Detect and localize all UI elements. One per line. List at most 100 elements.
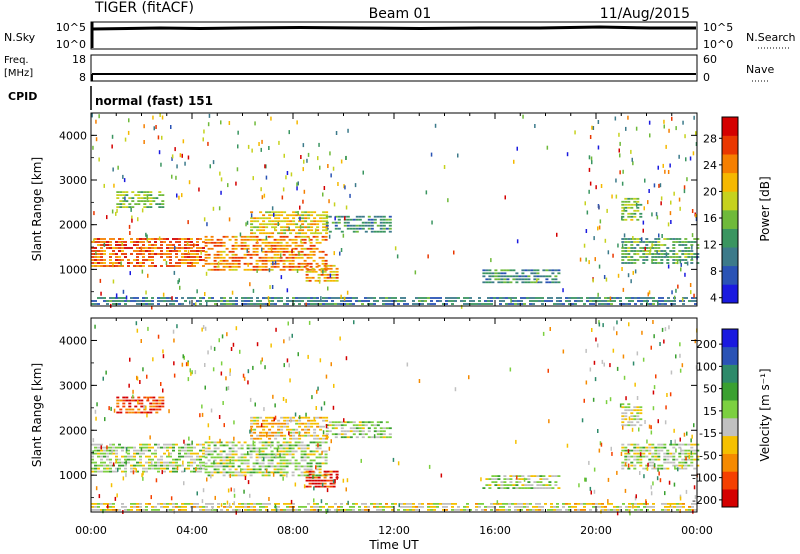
heatmap-cell (497, 281, 501, 284)
heatmap-cell (225, 471, 229, 474)
heatmap-cell (484, 506, 487, 508)
heatmap-cell (225, 253, 229, 256)
heatmap-cell (255, 468, 259, 471)
heatmap-cell (163, 241, 166, 243)
heatmap-cell (112, 297, 115, 299)
heatmap-cell (161, 203, 165, 205)
echo-point (187, 155, 190, 160)
heatmap-cell (216, 453, 220, 456)
heatmap-cell (308, 476, 312, 479)
heatmap-cell (322, 217, 326, 220)
heatmap-cell (283, 211, 287, 214)
heatmap-cell (109, 506, 112, 508)
heatmap-cell (538, 506, 541, 508)
echo-point (585, 477, 587, 482)
heatmap-cell (696, 458, 700, 461)
heatmap-cell (267, 250, 271, 253)
heatmap-cell (298, 303, 301, 305)
heatmap-cell (181, 256, 184, 258)
heatmap-cell (323, 470, 327, 473)
echo-point (283, 153, 285, 158)
heatmap-cell (207, 465, 211, 468)
heatmap-cell (216, 441, 220, 444)
heatmap-cell (261, 247, 265, 250)
heatmap-cell (109, 503, 112, 505)
echo-point (639, 452, 642, 457)
heatmap-cell (121, 265, 124, 267)
heatmap-cell (621, 238, 625, 240)
heatmap-cell (497, 275, 501, 278)
echo-point (593, 467, 596, 472)
echo-point (594, 377, 597, 382)
nave-label: Nave (746, 63, 774, 76)
heatmap-cell (213, 444, 217, 447)
heatmap-cell (231, 471, 235, 474)
heatmap-cell (589, 509, 592, 511)
heatmap-cell (298, 506, 301, 508)
echo-point (611, 194, 613, 199)
echo-point (332, 405, 335, 410)
echo-point (615, 178, 617, 183)
heatmap-cell (213, 465, 217, 468)
heatmap-cell (109, 509, 112, 511)
heatmap-cell (672, 464, 676, 467)
heatmap-cell (621, 443, 625, 446)
heatmap-cell (295, 431, 299, 434)
heatmap-cell (619, 303, 622, 305)
echo-point (140, 339, 142, 343)
heatmap-cell (323, 482, 327, 485)
heatmap-cell (148, 446, 151, 449)
heatmap-cell (633, 209, 637, 212)
heatmap-cell (169, 259, 172, 261)
heatmap-cell (116, 411, 120, 414)
heatmap-cell (160, 297, 163, 299)
heatmap-cell (216, 265, 220, 268)
heatmap-cell (91, 455, 94, 458)
heatmap-cell (121, 506, 124, 508)
echo-point (143, 140, 145, 144)
heatmap-cell (661, 303, 664, 305)
heatmap-cell (193, 259, 196, 261)
heatmap-cell (533, 269, 537, 272)
heatmap-cell (388, 221, 392, 224)
heatmap-cell (175, 262, 178, 264)
echo-point (589, 486, 592, 491)
echo-point (239, 232, 242, 237)
heatmap-cell (503, 484, 507, 486)
heatmap-cell (649, 506, 652, 508)
heatmap-cell (430, 503, 433, 505)
heatmap-cell (403, 300, 406, 302)
heatmap-cell (243, 256, 247, 259)
echo-point (619, 153, 621, 158)
heatmap-cell (199, 297, 202, 299)
heatmap-cell (518, 275, 522, 278)
heatmap-cell (112, 452, 115, 455)
heatmap-cell (237, 471, 241, 474)
heatmap-cell (214, 509, 217, 511)
heatmap-cell (306, 235, 310, 238)
heatmap-cell (250, 422, 254, 425)
heatmap-cell (149, 396, 153, 399)
heatmap-cell (250, 300, 253, 302)
heatmap-cell (94, 467, 97, 470)
heatmap-cell (109, 452, 112, 455)
heatmap-cell (657, 244, 661, 246)
heatmap-cell (155, 408, 159, 411)
heatmap-cell (346, 227, 350, 230)
heatmap-cell (583, 503, 586, 505)
heatmap-cell (259, 425, 263, 428)
heatmap-cell (536, 272, 540, 275)
heatmap-cell (282, 247, 286, 250)
heatmap-cell (169, 470, 172, 473)
heatmap-cell (94, 303, 97, 305)
heatmap-cell (289, 506, 292, 508)
heatmap-cell (202, 506, 205, 508)
heatmap-cell (309, 441, 313, 444)
heatmap-cell (379, 430, 383, 433)
heatmap-cell (304, 428, 308, 431)
heatmap-cell (274, 509, 277, 511)
echo-point (588, 155, 591, 160)
heatmap-cell (621, 461, 625, 464)
heatmap-cell (133, 250, 136, 252)
heatmap-cell (264, 262, 268, 265)
